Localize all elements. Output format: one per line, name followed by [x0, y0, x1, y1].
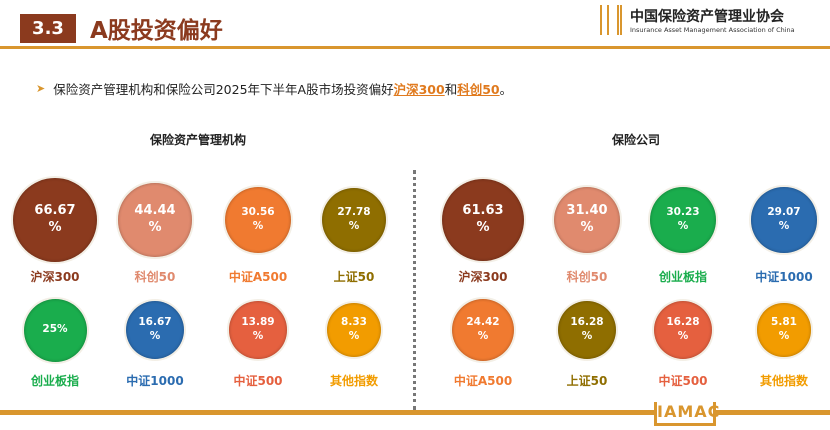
bubble-value: 24.42%	[466, 316, 500, 342]
bubble-value: 30.23%	[666, 206, 700, 232]
bubble: 61.63%	[441, 178, 525, 262]
bubble-value: 66.67%	[34, 203, 76, 235]
bubble-label: 其他指数	[329, 374, 379, 388]
bubble: 27.78%	[321, 187, 387, 253]
highlight-hs300: 沪深300	[393, 82, 445, 97]
bubble-value: 13.89%	[241, 316, 275, 342]
bubble-value: 31.40%	[566, 203, 608, 235]
bubble-label: 科创50	[134, 270, 176, 284]
bubble-label: 上证50	[333, 270, 375, 284]
logo-mark-icon	[600, 5, 622, 35]
bubble: 16.28%	[557, 300, 617, 360]
bubble-label: 创业板指	[658, 270, 708, 284]
bubble-value: 5.81%	[771, 316, 797, 342]
bubble: 5.81%	[757, 303, 811, 357]
bubble: 16.28%	[653, 300, 713, 360]
bubble: 8.33%	[326, 302, 382, 358]
bubble-label: 中证1000	[126, 374, 184, 388]
summary-connector: 和	[444, 82, 458, 97]
bubble-label: 中证A500	[228, 270, 288, 284]
group-divider	[413, 170, 416, 410]
bubble: 31.40%	[553, 186, 621, 254]
bubble-label: 中证500	[233, 374, 283, 388]
group-title-asset-managers: 保险资产管理机构	[149, 133, 247, 147]
bubble-label: 中证A500	[453, 374, 513, 388]
summary-text: 保险资产管理机构和保险公司2025年下半年A股市场投资偏好	[53, 82, 394, 97]
bubble: 29.07%	[751, 187, 817, 253]
bubble-value: 16.28%	[570, 316, 604, 342]
bubble-label: 科创50	[566, 270, 608, 284]
summary-end: 。	[499, 82, 513, 97]
bubble-label: 沪深300	[458, 270, 508, 284]
bubble: 44.44%	[118, 183, 192, 257]
association-logo: 中国保险资产管理业协会 Insurance Asset Management A…	[600, 5, 795, 35]
bubble: 25%	[23, 298, 87, 362]
bubble: 24.42%	[451, 298, 515, 362]
logo-name-en: Insurance Asset Management Association o…	[630, 26, 795, 34]
bubble-label: 创业板指	[30, 374, 80, 388]
logo-name-cn: 中国保险资产管理业协会	[630, 9, 784, 25]
highlight-kc50: 科创50	[457, 82, 500, 97]
bubble-value: 16.67%	[138, 316, 172, 342]
bullet-arrow-icon: ➤	[36, 82, 46, 95]
section-number: 3.3	[20, 14, 76, 43]
page-title: A股投资偏好	[90, 18, 223, 44]
header-divider	[0, 46, 830, 49]
summary-bullet: ➤ 保险资产管理机构和保险公司2025年下半年A股市场投资偏好 沪深300 和科创5…	[36, 79, 512, 98]
footer-logo: IAMAC	[654, 402, 719, 426]
bubble-value: 29.07%	[767, 206, 801, 232]
bubble-label: 中证500	[658, 374, 708, 388]
bubble-label: 其他指数	[759, 374, 809, 388]
footer-divider	[0, 410, 830, 415]
bubble: 30.23%	[650, 187, 716, 253]
group-title-insurers: 保险公司	[611, 133, 661, 147]
bubble: 13.89%	[229, 301, 287, 359]
bubble-value: 27.78%	[337, 206, 371, 232]
bubble-label: 中证1000	[755, 270, 813, 284]
bubble-value: 61.63%	[462, 203, 504, 235]
bubble: 66.67%	[12, 177, 98, 263]
bubble: 30.56%	[225, 187, 291, 253]
bubble-label: 上证50	[566, 374, 608, 388]
bubble-value: 8.33%	[341, 316, 367, 342]
bubble-value: 30.56%	[241, 206, 275, 232]
bubble: 16.67%	[125, 300, 185, 360]
bubble-value: 16.28%	[666, 316, 700, 342]
bubble-label: 沪深300	[30, 270, 80, 284]
bubble-value: 44.44%	[134, 203, 176, 235]
bubble-value: 25%	[42, 323, 68, 336]
